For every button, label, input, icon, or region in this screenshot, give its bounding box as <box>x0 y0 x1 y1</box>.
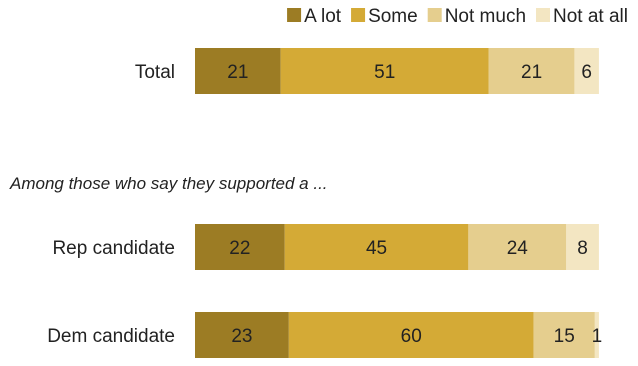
value-label-some-dem-candidate: 60 <box>401 326 422 347</box>
value-label-not-much-total: 21 <box>521 62 542 83</box>
value-label-not-at-all-rep-candidate: 8 <box>577 238 588 259</box>
value-label-some-rep-candidate: 45 <box>366 238 387 259</box>
legend-label-not-at-all: Not at all <box>553 6 628 27</box>
bar-not-at-all-rep-candidate <box>566 224 599 270</box>
value-label-a-lot-total: 21 <box>227 62 248 83</box>
category-label-dem-candidate: Dem candidate <box>47 326 175 347</box>
value-label-a-lot-dem-candidate: 23 <box>231 326 252 347</box>
category-label-rep-candidate: Rep candidate <box>52 238 175 259</box>
bar-not-much-total <box>488 48 575 94</box>
legend-swatch-not-much <box>427 8 442 22</box>
value-label-not-at-all-total: 6 <box>581 62 592 83</box>
bars-group: Total 21 51 21 6 Rep candidate 22 45 24 8 Dem cand… <box>47 48 602 358</box>
legend-label-some: Some <box>368 6 418 27</box>
bar-not-at-all-dem-candidate <box>594 312 599 358</box>
value-label-not-much-dem-candidate: 15 <box>554 326 575 347</box>
bar-a-lot-dem-candidate <box>195 312 289 358</box>
bar-not-much-rep-candidate <box>468 224 567 270</box>
bar-a-lot-total <box>195 48 281 94</box>
bar-some-dem-candidate <box>288 312 534 358</box>
legend-swatch-not-at-all <box>536 8 551 22</box>
bar-some-total <box>280 48 489 94</box>
legend-swatch-a-lot <box>287 8 302 22</box>
value-label-some-total: 51 <box>374 62 395 83</box>
legend: A lot Some Not much Not at all <box>287 6 628 27</box>
value-label-not-much-rep-candidate: 24 <box>507 238 529 259</box>
legend-swatch-some <box>351 8 366 22</box>
bar-a-lot-rep-candidate <box>195 224 285 270</box>
legend-label-a-lot: A lot <box>304 6 342 27</box>
bar-not-much-dem-candidate <box>533 312 595 358</box>
value-label-not-at-all-dem-candidate: 1 <box>592 326 603 347</box>
chart-subtitle: Among those who say they supported a ... <box>9 174 328 193</box>
bar-not-at-all-total <box>574 48 599 94</box>
category-label-total: Total <box>135 62 175 83</box>
bar-some-rep-candidate <box>284 224 469 270</box>
value-label-a-lot-rep-candidate: 22 <box>229 238 250 259</box>
legend-label-not-much: Not much <box>445 6 526 27</box>
